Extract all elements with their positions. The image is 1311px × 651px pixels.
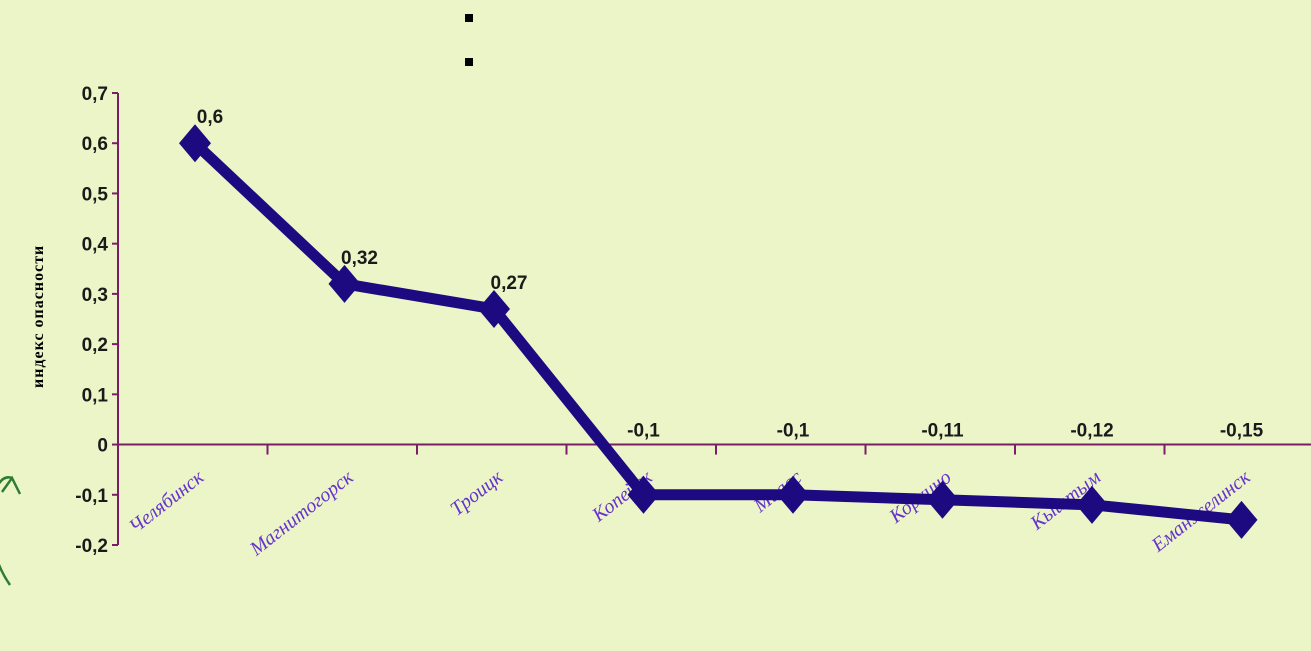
y-tick-label: 0,1 — [82, 385, 109, 406]
data-point-marker — [328, 264, 361, 303]
y-tick-label: 0 — [97, 436, 108, 457]
x-tick-label: Троицк — [446, 466, 507, 521]
bullet-square-icon — [465, 14, 473, 22]
x-tick-label: Магнитогорск — [245, 466, 358, 561]
data-label: 0,6 — [197, 107, 223, 128]
bullet-square-icon — [465, 58, 473, 66]
data-label: -0,1 — [627, 421, 660, 442]
y-tick-label: -0,2 — [75, 536, 108, 557]
data-point-marker — [179, 124, 211, 163]
y-tick-label: 0,7 — [82, 84, 108, 105]
circle-arrow-icon — [0, 475, 22, 586]
data-point-marker — [478, 289, 510, 328]
data-point-marker — [1225, 500, 1258, 539]
data-point-marker — [1076, 485, 1108, 524]
y-tick-label: 0,6 — [82, 134, 108, 155]
y-tick-label: 0,2 — [82, 335, 108, 356]
y-tick-label: 0,5 — [82, 184, 109, 205]
y-tick-label: 0,3 — [82, 285, 108, 306]
data-label: 0,32 — [341, 248, 378, 269]
data-label: -0,12 — [1070, 421, 1113, 442]
x-tick-label: Челябинск — [125, 466, 209, 538]
series-line — [189, 137, 1247, 526]
y-tick-label: -0,1 — [75, 486, 108, 507]
data-label: -0,15 — [1220, 421, 1264, 442]
data-point-marker — [627, 475, 660, 514]
data-label: -0,11 — [921, 421, 964, 442]
data-point-marker — [777, 475, 809, 514]
data-label: 0,27 — [491, 273, 528, 294]
y-axis-label: индекс опасности — [30, 245, 47, 388]
data-point-marker — [926, 480, 959, 519]
data-label: -0,1 — [777, 421, 810, 442]
y-tick-label: 0,4 — [82, 235, 109, 256]
